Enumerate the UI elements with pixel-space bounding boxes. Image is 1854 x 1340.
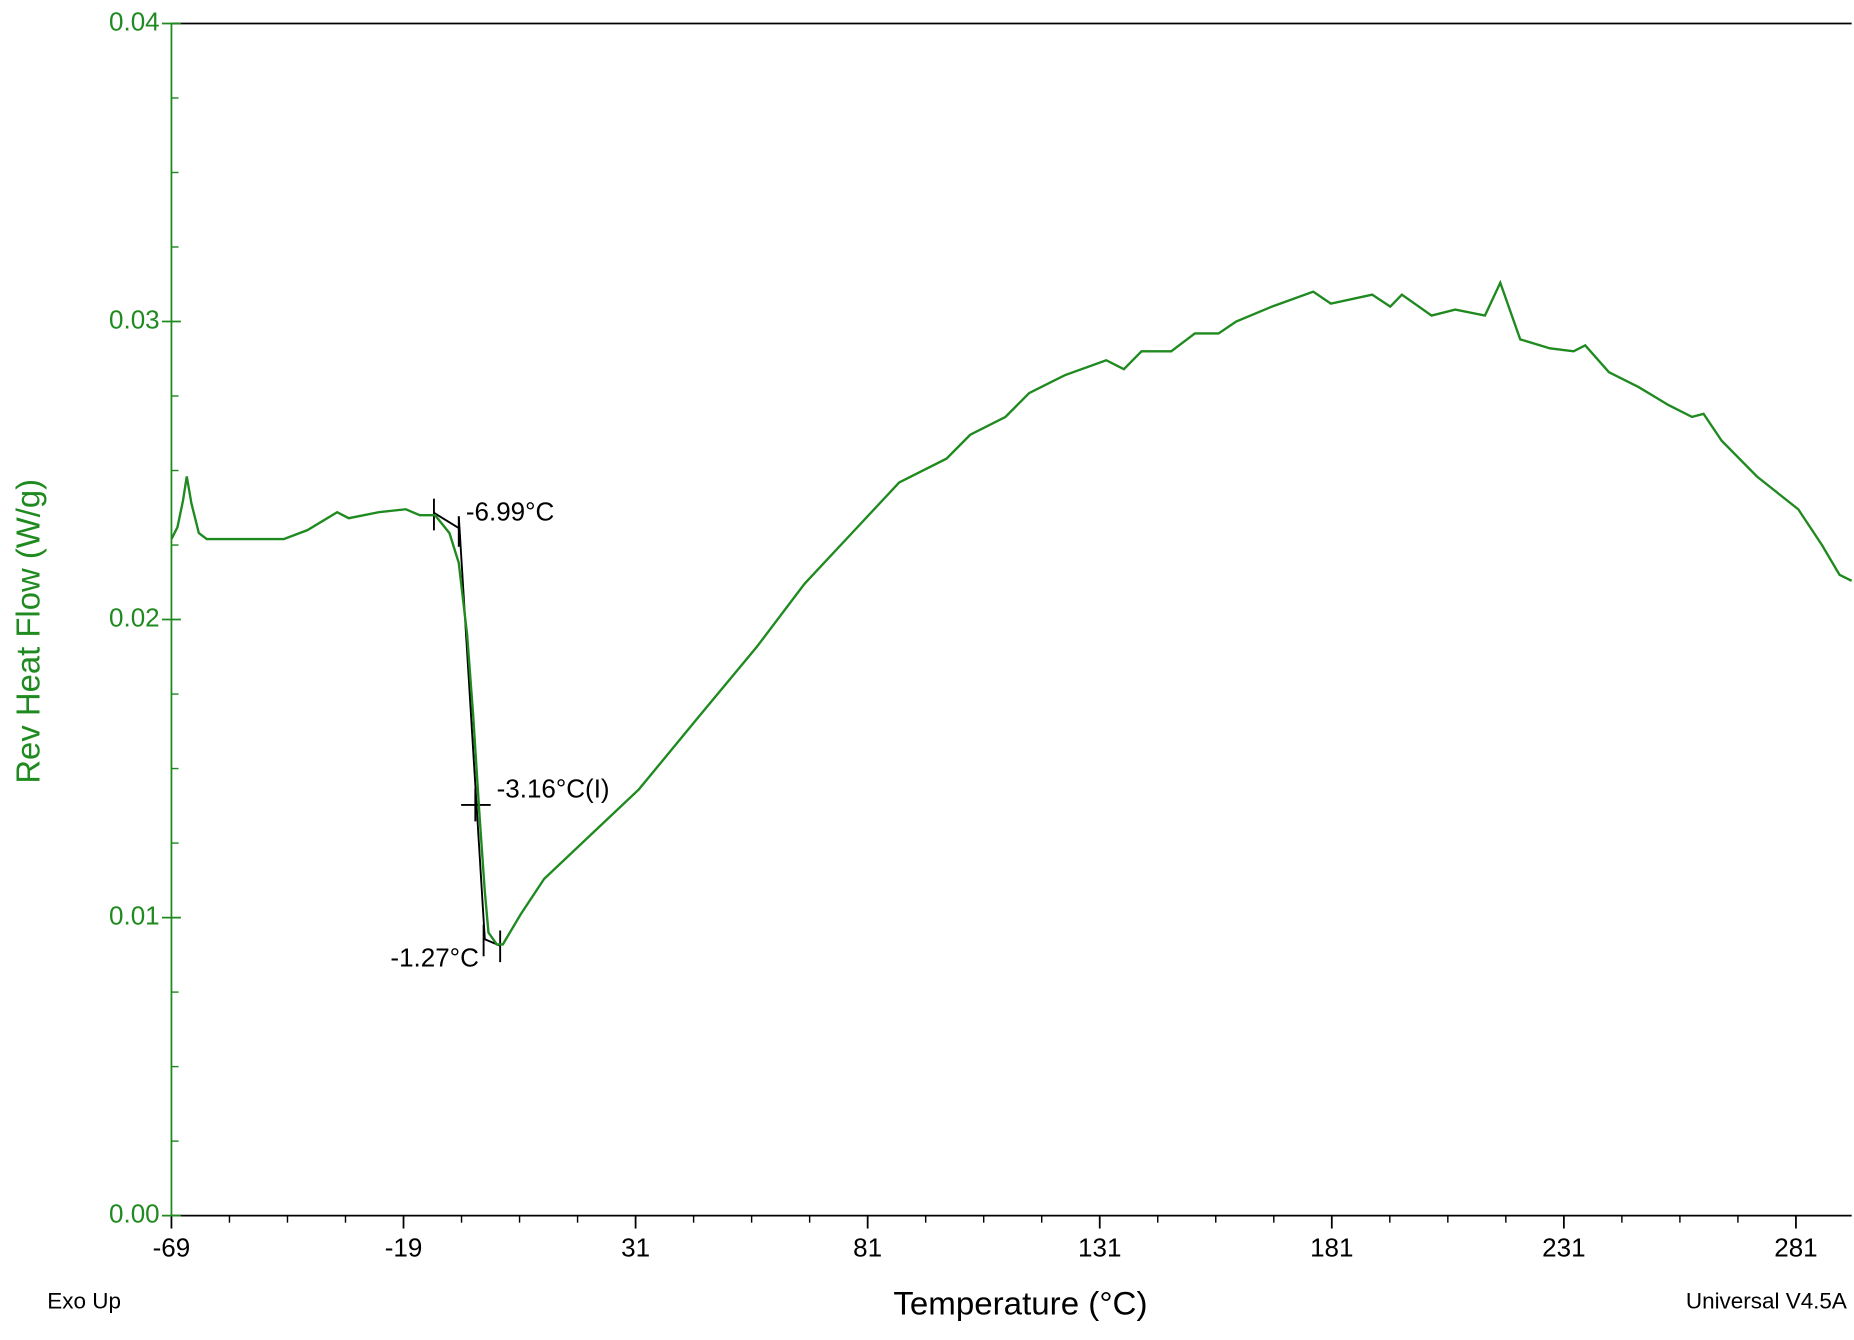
annotation: -6.99°C <box>466 499 554 527</box>
y-tick-label: 0.04 <box>109 8 160 36</box>
data-line <box>170 279 1853 946</box>
footer-right: Universal V4.5A <box>1686 1288 1847 1313</box>
x-tick-label: 281 <box>1774 1235 1817 1263</box>
y-tick-label: 0.03 <box>109 306 160 334</box>
x-tick-label: 81 <box>853 1235 882 1263</box>
annotation: -1.27°C <box>390 945 478 973</box>
x-tick-label: -19 <box>385 1235 423 1263</box>
x-tick-label: 31 <box>621 1235 650 1263</box>
footer-left: Exo Up <box>47 1288 121 1313</box>
x-axis-label: Temperature (°C) <box>893 1285 1147 1322</box>
y-axis-label: Rev Heat Flow (W/g) <box>9 479 46 784</box>
y-tick-label: 0.02 <box>109 604 160 632</box>
x-tick-label: 131 <box>1078 1235 1121 1263</box>
x-tick-label: 231 <box>1542 1235 1585 1263</box>
annotation: -3.16°C(I) <box>497 776 610 804</box>
x-tick-label: 181 <box>1310 1235 1353 1263</box>
x-tick-label: -69 <box>153 1235 191 1263</box>
tangent-markers <box>432 498 502 963</box>
y-tick-label: 0.01 <box>109 902 160 930</box>
y-tick-label: 0.00 <box>109 1201 160 1229</box>
